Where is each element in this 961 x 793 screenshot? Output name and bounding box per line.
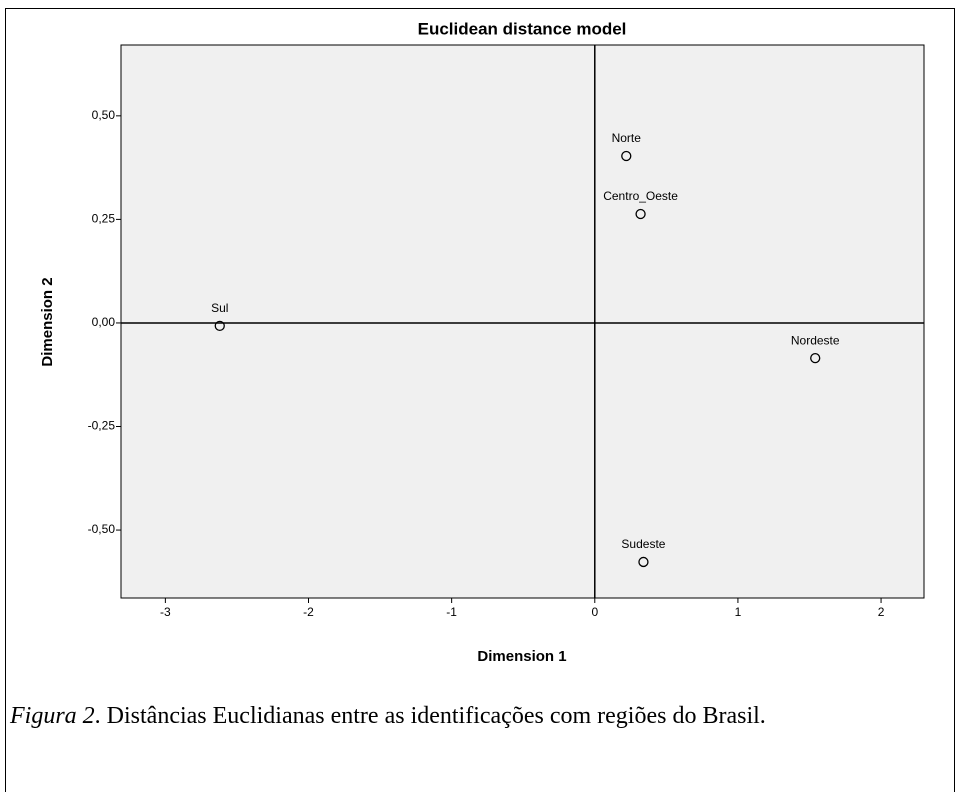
- caption-text: . Distâncias Euclidianas entre as identi…: [94, 703, 766, 729]
- x-tick-label: -1: [446, 605, 457, 619]
- plot-area: [120, 44, 925, 599]
- y-tick-label: 0,50: [92, 108, 116, 122]
- frame: [5, 8, 955, 792]
- x-axis-label: Dimension 1: [477, 648, 566, 665]
- point: [635, 208, 646, 220]
- caption-label: Figura 2: [10, 703, 95, 729]
- chart: Euclidean distance model Dimension 1 Dim…: [39, 19, 925, 665]
- x-tick-label: -2: [303, 605, 314, 619]
- x-tick-label: 2: [878, 605, 885, 619]
- y-axis-label: Dimension 2: [39, 277, 56, 366]
- x-tick-label: 0: [591, 605, 598, 619]
- x-tick-label: 1: [735, 605, 742, 619]
- y-tick-label: 0,00: [92, 315, 116, 329]
- point: [214, 320, 225, 331]
- point-label: Norte: [612, 131, 642, 145]
- point: [621, 150, 632, 162]
- figure-caption: Figura 2. Distâncias Euclidianas entre a…: [10, 700, 940, 732]
- point-label: Centro_Oeste: [603, 189, 678, 203]
- y-tick-label: -0,25: [88, 419, 116, 433]
- chart-title: Euclidean distance model: [418, 19, 627, 38]
- y-tick-label: -0,50: [88, 522, 116, 536]
- x-tick-label: -3: [160, 605, 171, 619]
- point: [810, 353, 821, 364]
- point-label: Nordeste: [791, 333, 840, 347]
- point-label: Sul: [211, 301, 228, 315]
- y-tick-label: 0,25: [92, 212, 116, 226]
- point-label: Sudeste: [621, 537, 665, 551]
- point: [638, 556, 649, 568]
